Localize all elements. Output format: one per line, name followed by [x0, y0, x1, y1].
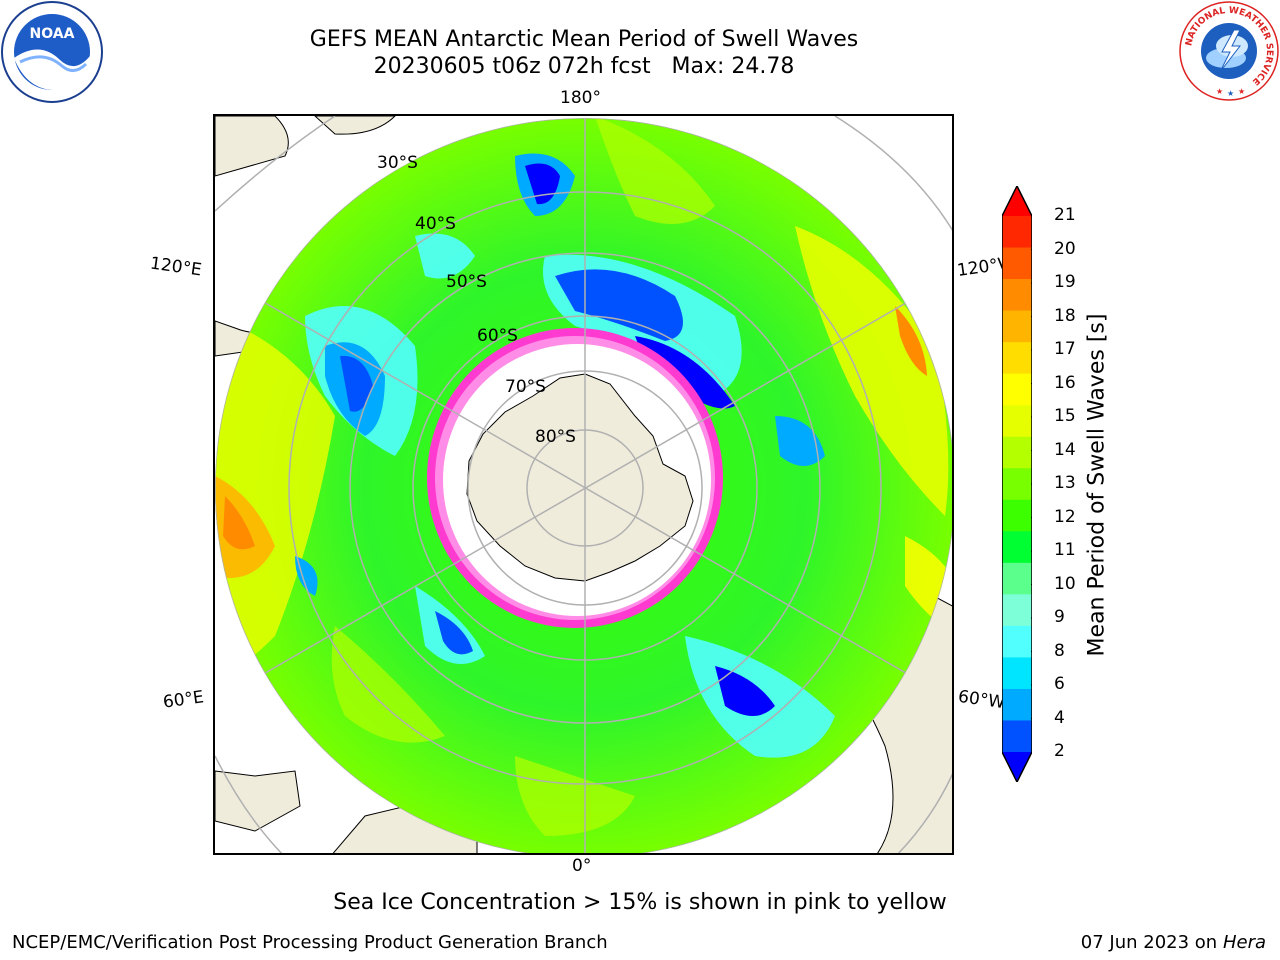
- colorbar-tick-label: 21: [1054, 205, 1076, 225]
- lat-label-50s: 50°S: [446, 272, 487, 292]
- svg-text:★: ★: [1238, 87, 1245, 96]
- colorbar-bin: [1002, 468, 1032, 501]
- colorbar-bin: [1002, 216, 1032, 249]
- colorbar-tick-label: 9: [1054, 607, 1065, 627]
- sea-ice-caption-text: Sea Ice Concentration > 15% is shown in …: [333, 890, 947, 915]
- colorbar-bin: [1002, 688, 1032, 721]
- lon-label-120e: 120°E: [148, 253, 203, 281]
- colorbar: [1002, 186, 1032, 782]
- colorbar-bin: [1002, 720, 1032, 753]
- colorbar-bin: [1002, 657, 1032, 690]
- colorbar-tick-label: 8: [1054, 640, 1065, 661]
- colorbar-bin: [1002, 436, 1032, 469]
- colorbar-tick-label: 6: [1054, 674, 1065, 694]
- lon-label-60w: 60°W: [956, 686, 1007, 714]
- title-line-1: GEFS MEAN Antarctic Mean Period of Swell…: [309, 27, 859, 52]
- lat-label-80s: 80°S: [535, 427, 576, 447]
- date-stamp: 07 Jun 2023 on Hera: [1081, 932, 1266, 953]
- lon-label-180: 180°: [560, 88, 601, 108]
- colorbar-bin: [1002, 279, 1032, 312]
- date-text: 07 Jun 2023 on: [1080, 932, 1218, 953]
- colorbar-tick-label: 18: [1054, 305, 1076, 326]
- credit-text: NCEP/EMC/Verification Post Processing Pr…: [12, 932, 608, 953]
- colorbar-bin: [1002, 594, 1032, 627]
- svg-text:★: ★: [1227, 89, 1234, 98]
- colorbar-tick-label: 14: [1054, 439, 1076, 460]
- noaa-logo-text: NOAA: [30, 26, 75, 42]
- colorbar-tick-label: 15: [1054, 406, 1076, 426]
- colorbar-bin: [1002, 247, 1032, 280]
- lat-label-30s: 30°S: [377, 153, 418, 173]
- noaa-logo: NOAA: [1, 1, 103, 103]
- sea-ice-caption: Sea Ice Concentration > 15% is shown in …: [0, 890, 1280, 915]
- lon-label-60e: 60°E: [161, 687, 206, 713]
- colorbar-tick-label: 19: [1054, 272, 1076, 292]
- colorbar-bin: [1002, 310, 1032, 343]
- svg-text:★: ★: [1216, 87, 1223, 96]
- colorbar-tick-label: 11: [1054, 540, 1076, 560]
- colorbar-bin: [1002, 562, 1032, 595]
- colorbar-extend-max: [1002, 186, 1032, 216]
- colorbar-tick-label: 20: [1054, 238, 1076, 259]
- nws-logo: NATIONAL WEATHER SERVICE ★ ★ ★: [1179, 1, 1279, 101]
- lon-label-0: 0°: [572, 856, 592, 876]
- colorbar-bin: [1002, 373, 1032, 406]
- colorbar-bin: [1002, 625, 1032, 658]
- map-canvas: [215, 116, 952, 853]
- machine-name: Hera: [1222, 932, 1266, 953]
- title-line-2: 20230605 t06z 072h fcst Max: 24.78: [373, 54, 795, 79]
- colorbar-tick-label: 2: [1054, 741, 1065, 761]
- lat-label-40s: 40°S: [415, 214, 456, 234]
- colorbar-tick-label: 17: [1054, 339, 1076, 359]
- colorbar-bin: [1002, 342, 1032, 375]
- colorbar-extend-min: [1002, 752, 1032, 782]
- colorbar-bin: [1002, 405, 1032, 438]
- colorbar-tick-label: 12: [1054, 506, 1076, 527]
- colorbar-label: Mean Period of Swell Waves [s]: [1084, 313, 1110, 657]
- lat-label-60s: 60°S: [477, 326, 518, 346]
- colorbar-tick-label: 13: [1054, 473, 1076, 493]
- colorbar-bin: [1002, 531, 1032, 564]
- colorbar-tick-label: 16: [1054, 372, 1076, 393]
- colorbar-tick-label: 10: [1054, 573, 1076, 594]
- lat-label-70s: 70°S: [505, 377, 546, 397]
- colorbar-bin: [1002, 499, 1032, 532]
- colorbar-tick-label: 4: [1054, 707, 1065, 728]
- polar-map: 30°S 40°S 50°S 60°S 70°S 80°S: [213, 114, 954, 855]
